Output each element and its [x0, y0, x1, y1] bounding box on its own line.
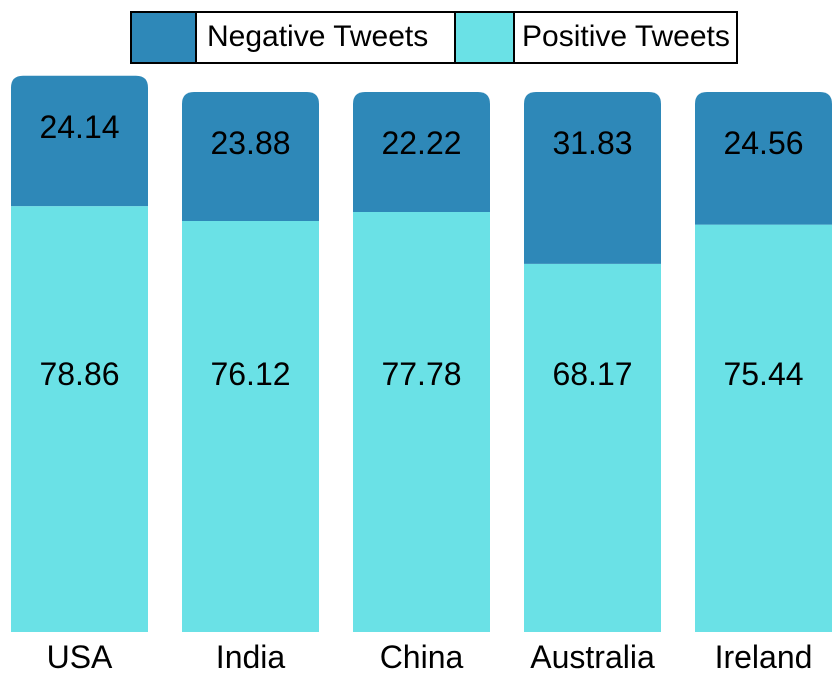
value-label-negative-china: 22.22 [381, 125, 461, 161]
bar-negative-ireland [695, 92, 832, 225]
bar-negative-usa [11, 75, 148, 207]
category-label-australia: Australia [530, 639, 655, 675]
legend-frame [130, 11, 738, 64]
bar-positive-usa [11, 206, 148, 632]
legend-swatch-negative [132, 13, 196, 62]
value-label-negative-ireland: 24.56 [723, 125, 803, 161]
legend-label-positive: Positive Tweets [522, 20, 730, 53]
value-label-positive-china: 77.78 [381, 356, 461, 392]
bar-positive-china [353, 211, 490, 632]
value-label-positive-australia: 68.17 [552, 356, 632, 392]
category-label-china: China [380, 639, 464, 675]
bar-negative-australia [524, 92, 661, 264]
category-label-ireland: Ireland [715, 639, 813, 675]
bar-negative-india [182, 92, 319, 221]
bar-positive-india [182, 220, 319, 632]
labels-group: 24.14 78.86 USA 23.88 76.12 India 22.22 77.78 Ch… [39, 109, 812, 675]
value-label-negative-usa: 24.14 [39, 109, 119, 145]
value-label-positive-ireland: 75.44 [723, 356, 803, 392]
bar-negative-china [353, 92, 490, 212]
value-label-negative-australia: 31.83 [552, 125, 632, 161]
bar-positive-australia [524, 263, 661, 632]
value-label-negative-india: 23.88 [210, 125, 290, 161]
value-label-positive-india: 76.12 [210, 356, 290, 392]
value-label-positive-usa: 78.86 [39, 356, 119, 392]
bars-group [11, 75, 832, 632]
legend: Negative Tweets Positive Tweets [130, 11, 738, 64]
legend-label-negative: Negative Tweets [207, 20, 428, 53]
bar-positive-ireland [695, 224, 832, 632]
category-label-india: India [216, 639, 286, 675]
category-label-usa: USA [47, 639, 113, 675]
legend-swatch-positive [456, 13, 514, 62]
